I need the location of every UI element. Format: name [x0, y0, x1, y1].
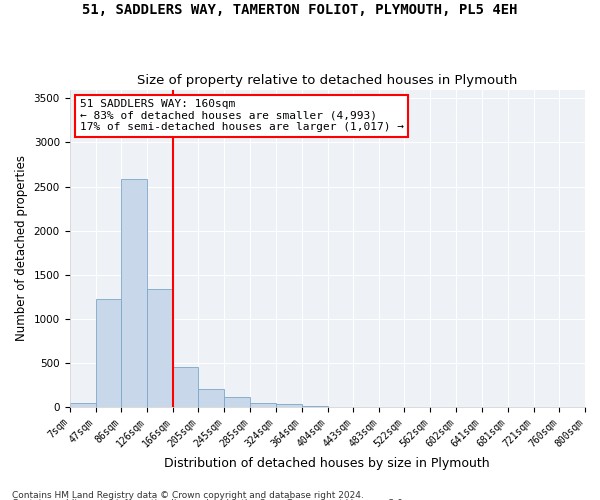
Bar: [173, 368, 198, 407]
X-axis label: Distribution of detached houses by size in Plymouth: Distribution of detached houses by size …: [164, 457, 490, 470]
Bar: [224, 397, 250, 407]
Text: 51 SADDLERS WAY: 160sqm
← 83% of detached houses are smaller (4,993)
17% of semi: 51 SADDLERS WAY: 160sqm ← 83% of detache…: [80, 99, 404, 132]
Bar: [121, 178, 147, 407]
Bar: [275, 404, 302, 407]
Bar: [302, 406, 328, 407]
Bar: [147, 289, 173, 407]
Text: Contains public sector information licensed under the Open Government Licence v3: Contains public sector information licen…: [12, 499, 406, 500]
Text: 51, SADDLERS WAY, TAMERTON FOLIOT, PLYMOUTH, PL5 4EH: 51, SADDLERS WAY, TAMERTON FOLIOT, PLYMO…: [82, 2, 518, 16]
Bar: [198, 390, 224, 407]
Title: Size of property relative to detached houses in Plymouth: Size of property relative to detached ho…: [137, 74, 517, 87]
Text: Contains HM Land Registry data © Crown copyright and database right 2024.: Contains HM Land Registry data © Crown c…: [12, 490, 364, 500]
Y-axis label: Number of detached properties: Number of detached properties: [15, 156, 28, 342]
Bar: [70, 402, 95, 407]
Bar: [95, 300, 121, 407]
Bar: [250, 402, 275, 407]
